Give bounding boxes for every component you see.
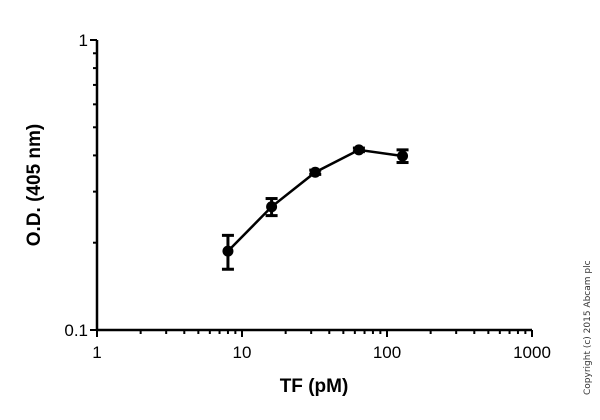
y-axis-label: O.D. (405 nm) [24, 124, 45, 246]
data-point [353, 144, 365, 156]
data-point [266, 201, 278, 213]
y-tick-label: 0.1 [64, 321, 88, 340]
x-tick-label: 10 [233, 343, 252, 362]
y-tick-label: 1 [79, 31, 88, 50]
data-point [397, 150, 409, 162]
data-point [309, 166, 321, 178]
x-tick-label: 100 [373, 343, 401, 362]
data-point [222, 245, 234, 257]
x-tick-label: 1000 [513, 343, 551, 362]
x-tick-label: 1 [92, 343, 101, 362]
data-series [221, 144, 409, 271]
x-axis-label: TF (pM) [280, 376, 349, 397]
copyright-text: Copyright (c) 2015 Abcam plc [583, 260, 593, 395]
